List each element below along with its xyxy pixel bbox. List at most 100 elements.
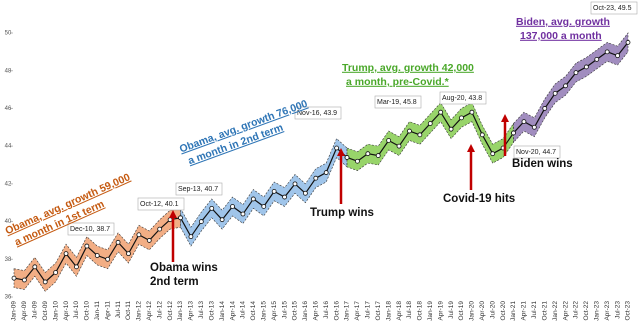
x-tick-label: Jan-10: [52, 301, 59, 321]
event-label: Biden wins: [512, 158, 573, 170]
x-tick-label: Oct-15: [292, 301, 299, 321]
x-tick-label: Oct-23: [625, 301, 632, 321]
data-point: [365, 151, 371, 157]
x-tick-label: Oct-10: [84, 301, 91, 321]
data-point: [292, 181, 298, 187]
x-tick-label: Jul-20: [489, 301, 496, 319]
data-point: [479, 132, 485, 138]
data-point: [313, 175, 319, 181]
callout-label: Nov-20, 44.7: [516, 149, 556, 156]
x-tick-label: Jan-13: [177, 301, 184, 321]
data-point: [604, 49, 610, 55]
data-point: [188, 234, 194, 240]
event-label: 2nd term: [150, 276, 199, 288]
event-arrowhead: [467, 144, 475, 152]
x-tick-label: Jul-15: [281, 301, 288, 319]
callout-label: Sep-13, 40.7: [178, 186, 218, 193]
x-tick-label: Jul-16: [323, 301, 330, 319]
x-tick-label: Jan-15: [260, 301, 267, 321]
data-point: [230, 204, 235, 209]
data-point: [219, 217, 225, 223]
callout-label: Aug-20, 43.8: [442, 95, 482, 102]
x-tick-label: Jan-22: [552, 301, 559, 321]
x-tick-label: Oct-11: [125, 301, 132, 320]
x-tick-label: Jan-18: [385, 301, 392, 321]
data-point: [157, 226, 163, 232]
x-tick-label: Jan-12: [136, 301, 143, 321]
note-line: 137,000 a month: [520, 30, 602, 42]
x-tick-label: Apr-17: [354, 301, 361, 321]
x-tick-label: Jul-14: [240, 301, 247, 319]
x-tick-label: Jan-23: [593, 301, 600, 321]
x-tick-label: Apr-15: [271, 301, 278, 321]
data-point: [178, 215, 183, 221]
x-tick-label: Apr-12: [146, 301, 153, 321]
note-line: a month, pre-Covid.*: [346, 76, 450, 88]
x-tick-label: Apr-18: [396, 301, 403, 321]
x-tick-label: Oct-21: [541, 301, 548, 321]
callout-box: [513, 145, 561, 159]
data-point: [167, 217, 173, 223]
data-point: [511, 130, 516, 136]
data-point: [105, 256, 111, 262]
note-line: Trump, avg. growth 42,000: [342, 62, 474, 74]
event-label: Trump wins: [310, 207, 374, 219]
event-arrowhead: [501, 114, 509, 122]
data-point: [417, 132, 423, 138]
data-point: [490, 151, 496, 157]
x-tick-label: Apr-09: [21, 301, 28, 321]
x-tick-label: Jan-14: [219, 301, 226, 321]
note-line: Biden, avg. growth: [516, 16, 610, 28]
data-point: [573, 70, 579, 75]
callout-label: Oct-12, 40.1: [140, 201, 179, 208]
data-point: [126, 251, 131, 257]
data-point: [563, 83, 568, 89]
x-tick-label: Jan-21: [510, 301, 517, 321]
x-tick-label: Jan-09: [11, 301, 18, 321]
x-tick-label: Jul-21: [531, 301, 538, 319]
band: [513, 32, 629, 144]
event-arrowhead: [169, 210, 177, 218]
x-tick-label: Oct-12: [167, 301, 174, 321]
callout-label: Mar-19, 45.8: [377, 99, 417, 106]
data-point: [11, 275, 17, 281]
data-point: [63, 251, 69, 257]
data-point: [625, 40, 631, 45]
band: [346, 102, 514, 171]
y-tick-label: 38: [5, 257, 12, 263]
x-tick-label: Jul-10: [73, 301, 80, 319]
data-point: [531, 124, 537, 130]
data-point: [407, 128, 412, 134]
x-tick-label: Oct-17: [375, 301, 382, 321]
x-tick-label: Jul-23: [614, 301, 621, 319]
data-point: [542, 106, 548, 111]
data-point: [74, 264, 79, 270]
callout-box: [294, 106, 342, 120]
data-point: [448, 126, 454, 132]
x-tick-label: Jan-19: [427, 301, 434, 321]
x-tick-label: Jul-13: [198, 301, 205, 319]
y-tick-label: 40: [5, 219, 12, 225]
data-point: [552, 90, 558, 96]
data-point: [32, 264, 38, 270]
callout-label: Nov-16, 43.9: [297, 110, 337, 117]
callout-box: [67, 222, 115, 236]
data-point: [209, 205, 215, 211]
x-tick-label: Oct-20: [500, 301, 507, 321]
data-point: [594, 57, 600, 62]
data-point: [53, 270, 59, 275]
data-point: [355, 158, 360, 164]
x-tick-label: Jul-11: [115, 301, 122, 319]
data-point: [521, 119, 527, 125]
x-tick-label: Jul-19: [448, 301, 455, 319]
data-point: [198, 219, 204, 224]
data-point: [323, 170, 329, 175]
y-tick-label: 44: [5, 144, 12, 150]
x-tick-label: Apr-14: [229, 301, 236, 321]
data-point: [438, 109, 444, 115]
y-tick-label: 46: [5, 106, 12, 112]
x-tick-label: Jan-16: [302, 301, 309, 321]
x-tick-label: Apr-16: [313, 301, 320, 321]
data-point: [271, 188, 277, 194]
data-point: [240, 211, 246, 217]
